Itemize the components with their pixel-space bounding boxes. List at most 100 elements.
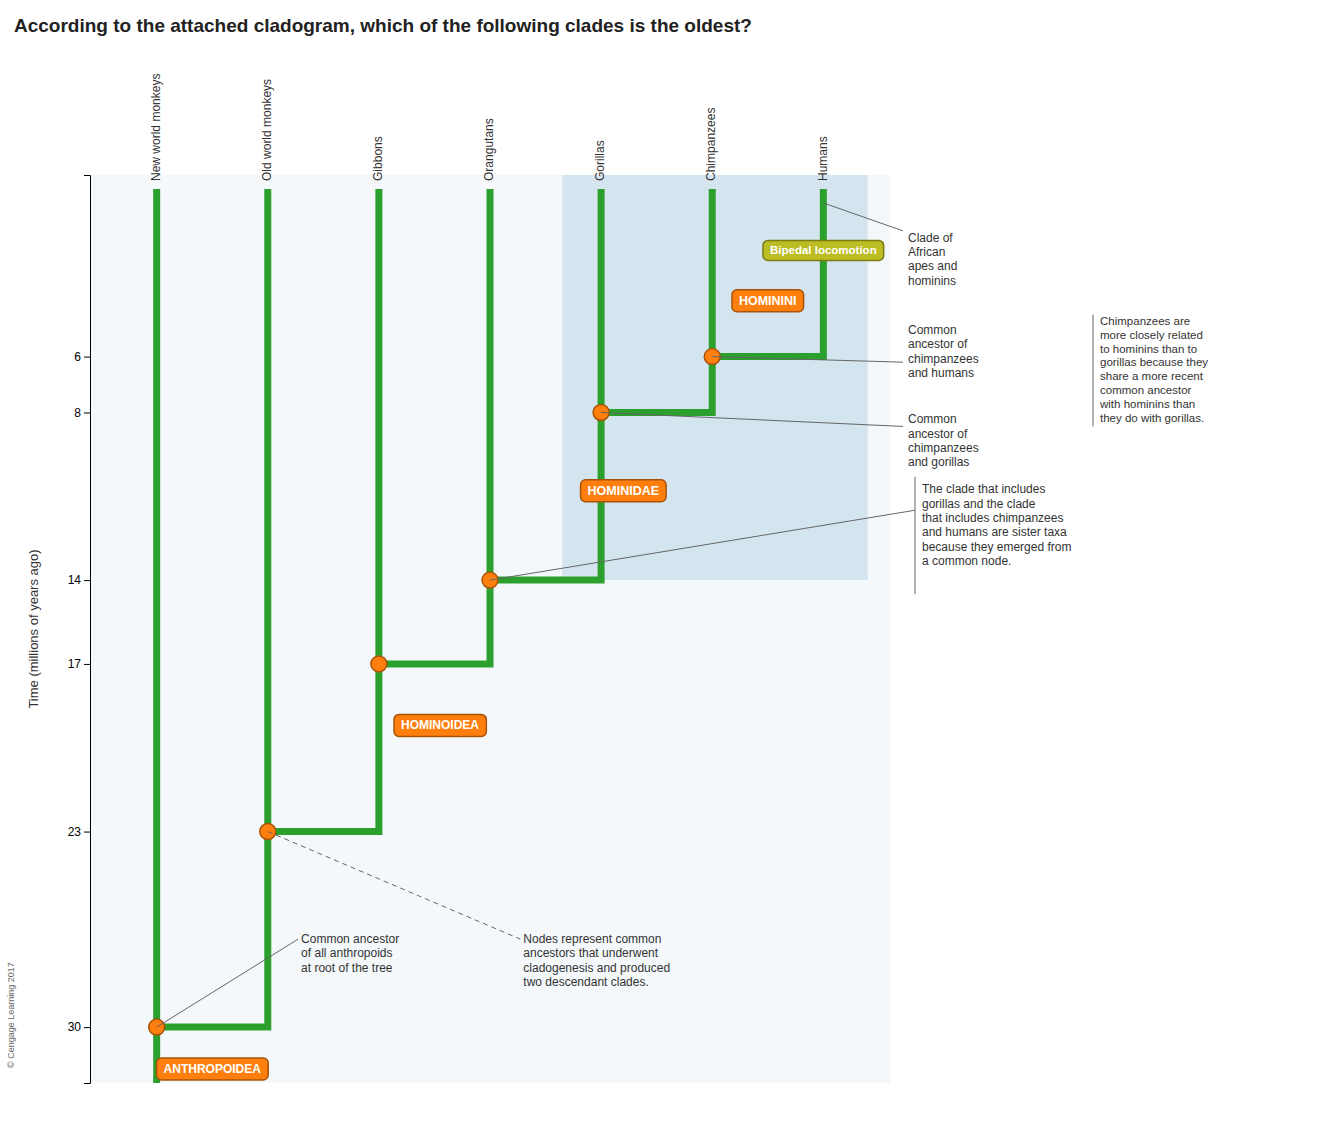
taxon-label: Humans (816, 136, 830, 181)
clade-label-background (394, 714, 486, 736)
annotation-line: ancestor of (908, 337, 968, 351)
annotation-line: gorillas and the clade (922, 497, 1036, 511)
annotation-line: more closely related (1100, 329, 1203, 341)
annotation-line: Chimpanzees are (1100, 315, 1190, 327)
branch (153, 189, 160, 1083)
taxon-label: Orangutans (482, 118, 496, 181)
annotation: Nodes represent commonancestors that und… (523, 932, 670, 989)
annotation: The clade that includesgorillas and the … (922, 482, 1071, 568)
clade-label: HOMININI (739, 294, 797, 308)
annotation: Commonancestor ofchimpanzeesand humans (908, 323, 979, 380)
tick-mark (84, 357, 90, 358)
copyright: © Cengage Learning 2017 (6, 962, 16, 1068)
clade-label-background (581, 480, 667, 502)
clade-label-box: HOMINIDAE (581, 480, 667, 502)
clade-label: Bipedal locomotion (770, 244, 877, 256)
plot-background (90, 175, 890, 1083)
annotation: Common ancestorof all anthropoidsat root… (301, 932, 399, 975)
tick-label: 8 (74, 406, 81, 420)
annotation-line: Clade of (908, 231, 953, 245)
annotation-line: Common (908, 412, 957, 426)
taxon-label: Old world monkeys (260, 79, 274, 181)
y-axis: 6 8 14 17 23 30 (68, 176, 91, 1084)
tick-mark (84, 832, 90, 833)
annotation: Clade ofAfricanapes andhominins (908, 231, 957, 288)
branch (490, 189, 601, 580)
annotation: Chimpanzees are more closely related to ho… (1099, 315, 1208, 424)
branch (268, 189, 379, 832)
branch (157, 189, 268, 1027)
tick-label: 17 (68, 657, 82, 671)
annotation-line: two descendant clades. (523, 975, 648, 989)
tick-label: 14 (68, 573, 82, 587)
annotation-line: with hominins than (1099, 398, 1195, 410)
tick: 23 (68, 825, 90, 839)
taxon-label: New world monkeys (149, 74, 163, 181)
annotation-line: apes and (908, 259, 957, 273)
annotations: New world monkeys Old world monkeys Gibbon… (149, 74, 1208, 1080)
annotation-line: of all anthropoids (301, 946, 392, 960)
annotation-line: cladogenesis and produced (523, 961, 670, 975)
tick-label: 23 (68, 825, 82, 839)
clade-label-background (763, 240, 884, 260)
clade-label: ANTHROPOIDEA (164, 1062, 262, 1076)
annotation-line: to hominins than to (1100, 343, 1197, 355)
clade-label-box: ANTHROPOIDEA (157, 1058, 269, 1080)
taxon-label: Chimpanzees (704, 108, 718, 181)
tick-mark (84, 412, 90, 413)
leader-line (268, 832, 521, 940)
clade-label-background (732, 290, 804, 312)
tick: 6 (74, 350, 90, 364)
annotation-line: that includes chimpanzees (922, 511, 1063, 525)
leader-line (490, 510, 915, 580)
branch (379, 189, 490, 664)
tick: 30 (68, 1020, 90, 1034)
branch (712, 189, 823, 357)
annotation-line: hominins (908, 274, 956, 288)
tick-mark (84, 664, 90, 665)
node (149, 1019, 165, 1035)
axis-line (84, 176, 91, 1084)
y-axis-title: Time (millions of years ago) (26, 549, 41, 708)
tick-mark (84, 580, 90, 581)
annotation-line: The clade that includes (922, 482, 1045, 496)
bracket (915, 477, 916, 594)
tick-label: 30 (68, 1020, 82, 1034)
annotation-line: and humans (908, 366, 974, 380)
highlight-clade (562, 175, 868, 580)
annotation-line: gorillas because they (1100, 356, 1208, 368)
annotation-line: African (908, 245, 945, 259)
annotation-line: and gorillas (908, 455, 969, 469)
leader-line (601, 412, 903, 426)
marks (149, 175, 868, 1083)
annotation-line: ancestors that underwent (523, 946, 658, 960)
annotation-line: chimpanzees (908, 441, 979, 455)
annotation-line: Common (908, 323, 957, 337)
annotation-line: Common ancestor (301, 932, 399, 946)
plot-root: 6 8 14 17 23 30 Time (millions of years ago) Ne… (26, 74, 1208, 1084)
clade-label: HOMINIDAE (588, 484, 660, 498)
annotation-line: they do with gorillas. (1100, 412, 1204, 424)
tick: 8 (74, 406, 90, 420)
annotation-line: common ancestor (1100, 384, 1192, 396)
annotation: Commonancestor ofchimpanzeesand gorillas (908, 412, 979, 469)
annotation-line: and humans are sister taxa (922, 525, 1067, 539)
annotation-line: because they emerged from (922, 540, 1071, 554)
title: According to the attached cladogram, whi… (14, 15, 752, 36)
annotation-line: a common node. (922, 554, 1011, 568)
annotation-line: ancestor of (908, 427, 968, 441)
leader-line (712, 357, 903, 363)
tick: 14 (68, 573, 90, 587)
clade-label-box: HOMINOIDEA (394, 714, 486, 736)
leader-line (823, 203, 903, 231)
taxon-label: Gibbons (371, 136, 385, 181)
clade-label-background (157, 1058, 269, 1080)
annotation-line: Nodes represent common (523, 932, 661, 946)
bracket (1093, 315, 1094, 427)
annotation-line: share a more recent (1100, 370, 1204, 382)
annotation-line: at root of the tree (301, 961, 393, 975)
clade-label-box: Bipedal locomotion (763, 240, 884, 260)
taxon-label: Gorillas (593, 140, 607, 181)
clade-label: HOMINOIDEA (401, 718, 479, 732)
tick-label: 6 (74, 350, 81, 364)
